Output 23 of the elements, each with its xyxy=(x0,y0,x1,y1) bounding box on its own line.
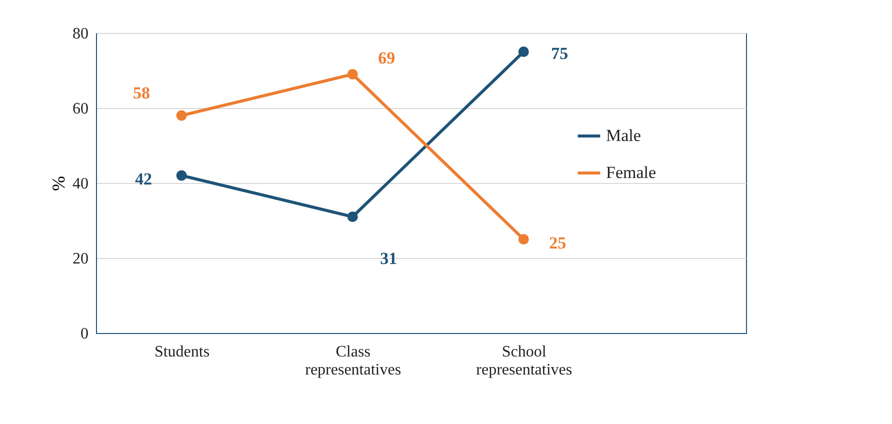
y-tick-label: 40 xyxy=(72,176,88,192)
y-axis-title: % xyxy=(48,176,68,191)
data-label: 31 xyxy=(380,248,398,268)
legend-label: Female xyxy=(606,163,656,182)
data-label: 58 xyxy=(133,84,150,102)
point xyxy=(176,170,187,181)
point xyxy=(347,69,358,80)
point xyxy=(518,46,529,57)
data-label: 75 xyxy=(551,44,568,63)
y-tick-label: 20 xyxy=(72,250,88,268)
y-tick-label: 80 xyxy=(72,26,88,42)
data-label: 69 xyxy=(378,48,396,68)
data-label: 25 xyxy=(549,233,566,252)
point xyxy=(347,212,358,222)
x-tick-label: Class representatives xyxy=(305,344,402,378)
y-tick-label: 60 xyxy=(72,100,88,118)
point xyxy=(176,110,187,121)
x-tick-label: School representatives xyxy=(476,344,572,378)
data-label: 42 xyxy=(135,170,152,188)
x-tick-label: Students xyxy=(154,344,210,360)
point xyxy=(518,234,529,244)
y-tick-label: 0 xyxy=(80,326,88,342)
legend-label: Male xyxy=(606,126,641,145)
